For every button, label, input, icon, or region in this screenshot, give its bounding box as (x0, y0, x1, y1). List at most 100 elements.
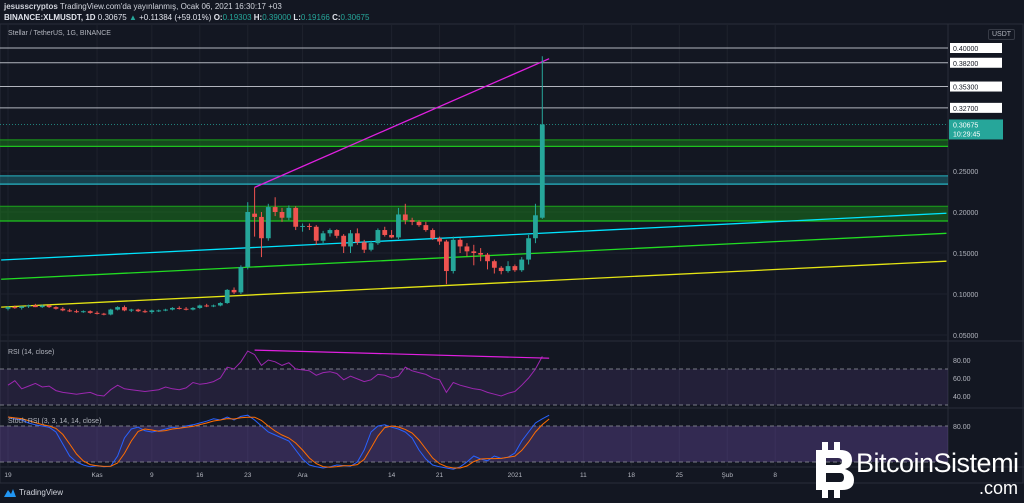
candle-body (286, 207, 292, 218)
time-tick-label: 9 (150, 472, 154, 479)
level-label-box (950, 81, 1002, 92)
candle-body (313, 226, 319, 241)
candle-body (334, 230, 340, 236)
candle-body (389, 234, 394, 238)
watermark-name: BitcoinSistemi (856, 448, 1019, 478)
rsi-divergence-line[interactable] (254, 349, 550, 359)
bitcoin-icon (816, 442, 854, 498)
candle-body (409, 220, 415, 222)
candle-body (33, 305, 38, 308)
time-tick-label: 2021 (508, 472, 523, 479)
time-tick-label: 23 (244, 472, 252, 479)
candle-body (87, 311, 93, 313)
candle-body (526, 238, 531, 260)
candle-body (416, 221, 422, 226)
time-tick-label: 21 (436, 472, 444, 479)
candle-body (156, 310, 162, 312)
level-label-box (950, 102, 1002, 113)
time-tick-label: 18 (628, 472, 636, 479)
time-tick-label: 16 (196, 472, 204, 479)
watermark: BitcoinSistemi .com (812, 440, 1020, 502)
tradingview-brand: TradingView (19, 488, 64, 497)
candle-body (533, 215, 538, 239)
candle-body (101, 313, 107, 315)
candle-body (176, 307, 182, 309)
currency-button[interactable]: USDT (988, 29, 1016, 40)
candle-body (142, 311, 148, 313)
last-price: 0.30675 (97, 13, 127, 22)
time-tick-label: Şub (721, 472, 733, 479)
symbol: BINANCE:XLMUSDT, 1D (4, 13, 96, 22)
candle-body (485, 254, 490, 262)
tradingview-icon (4, 489, 16, 497)
time-tick-label: 25 (676, 472, 684, 479)
tradingview-logo[interactable]: TradingView (4, 488, 63, 497)
candle-body (26, 305, 31, 307)
low-label: L: (293, 13, 301, 22)
close-label: C: (332, 13, 341, 22)
candle-body (327, 230, 333, 234)
candle-body (265, 207, 271, 239)
stoch-tick-label: 80.00 (953, 424, 971, 431)
candle-body (80, 311, 86, 313)
candle-body (478, 253, 484, 255)
candle-body (197, 305, 203, 308)
last-price-value: 0.30675 (953, 122, 978, 129)
candle-body (231, 289, 237, 293)
rsi-line (7, 350, 543, 397)
time-tick-label: 11 (580, 472, 587, 479)
candle-body (272, 207, 278, 212)
candle-body (94, 312, 100, 314)
publish-info: jesusscryptos TradingView.com'da yayınla… (4, 2, 282, 11)
candle-body (5, 307, 11, 309)
rsi-tick-label: 60.00 (953, 376, 971, 383)
candle-body (437, 238, 442, 242)
candle-body (245, 212, 251, 267)
up-arrow-icon: ▲ (128, 13, 137, 22)
candle-body (128, 309, 134, 311)
candle-body (279, 212, 285, 218)
price-tick-label: 0.25000 (953, 169, 978, 176)
candle-body (163, 309, 168, 311)
candle-body (300, 225, 305, 227)
trendline-cyan[interactable] (1, 212, 947, 261)
candle-body (348, 233, 353, 247)
candle-body (74, 311, 79, 313)
candle-body (259, 216, 264, 239)
open-value: 0.19303 (222, 13, 252, 22)
candle-body (368, 243, 374, 250)
candle-body (122, 307, 127, 311)
bar-countdown: 10:29:45 (953, 131, 980, 138)
price-tick-label: 0.05000 (953, 333, 978, 340)
stoch-d-line (7, 416, 550, 469)
rsi-tick-label: 40.00 (953, 394, 971, 401)
time-tick-label: 14 (388, 472, 396, 479)
candle-body (491, 261, 497, 268)
pane-title: Stellar / TetherUS, 1G, BINANCE (8, 30, 111, 37)
level-label: 0.35300 (953, 85, 978, 92)
trendline-magenta[interactable] (254, 58, 550, 188)
candle-body (505, 266, 511, 272)
candle-body (108, 309, 114, 315)
candle-body (457, 239, 463, 247)
time-tick-label: 8 (773, 472, 777, 479)
candle-body (464, 246, 470, 252)
publisher-name[interactable]: jesusscryptos (4, 2, 58, 11)
level-label-box (950, 43, 1002, 53)
candle-body (53, 307, 59, 309)
watermark-suffix: .com (978, 478, 1018, 498)
zone-green[interactable] (0, 206, 948, 222)
candle-body (450, 239, 456, 272)
time-tick-label: Kas (91, 472, 103, 479)
candle-body (375, 230, 381, 244)
candle-body (293, 207, 299, 227)
candle-body (149, 310, 155, 313)
candle-body (361, 242, 367, 250)
candle-body (67, 310, 73, 312)
zone-teal[interactable] (0, 175, 948, 185)
zone-green[interactable] (0, 139, 948, 147)
trendline-yellow[interactable] (1, 260, 947, 308)
level-label-box (950, 57, 1002, 68)
candle-body (512, 266, 518, 271)
